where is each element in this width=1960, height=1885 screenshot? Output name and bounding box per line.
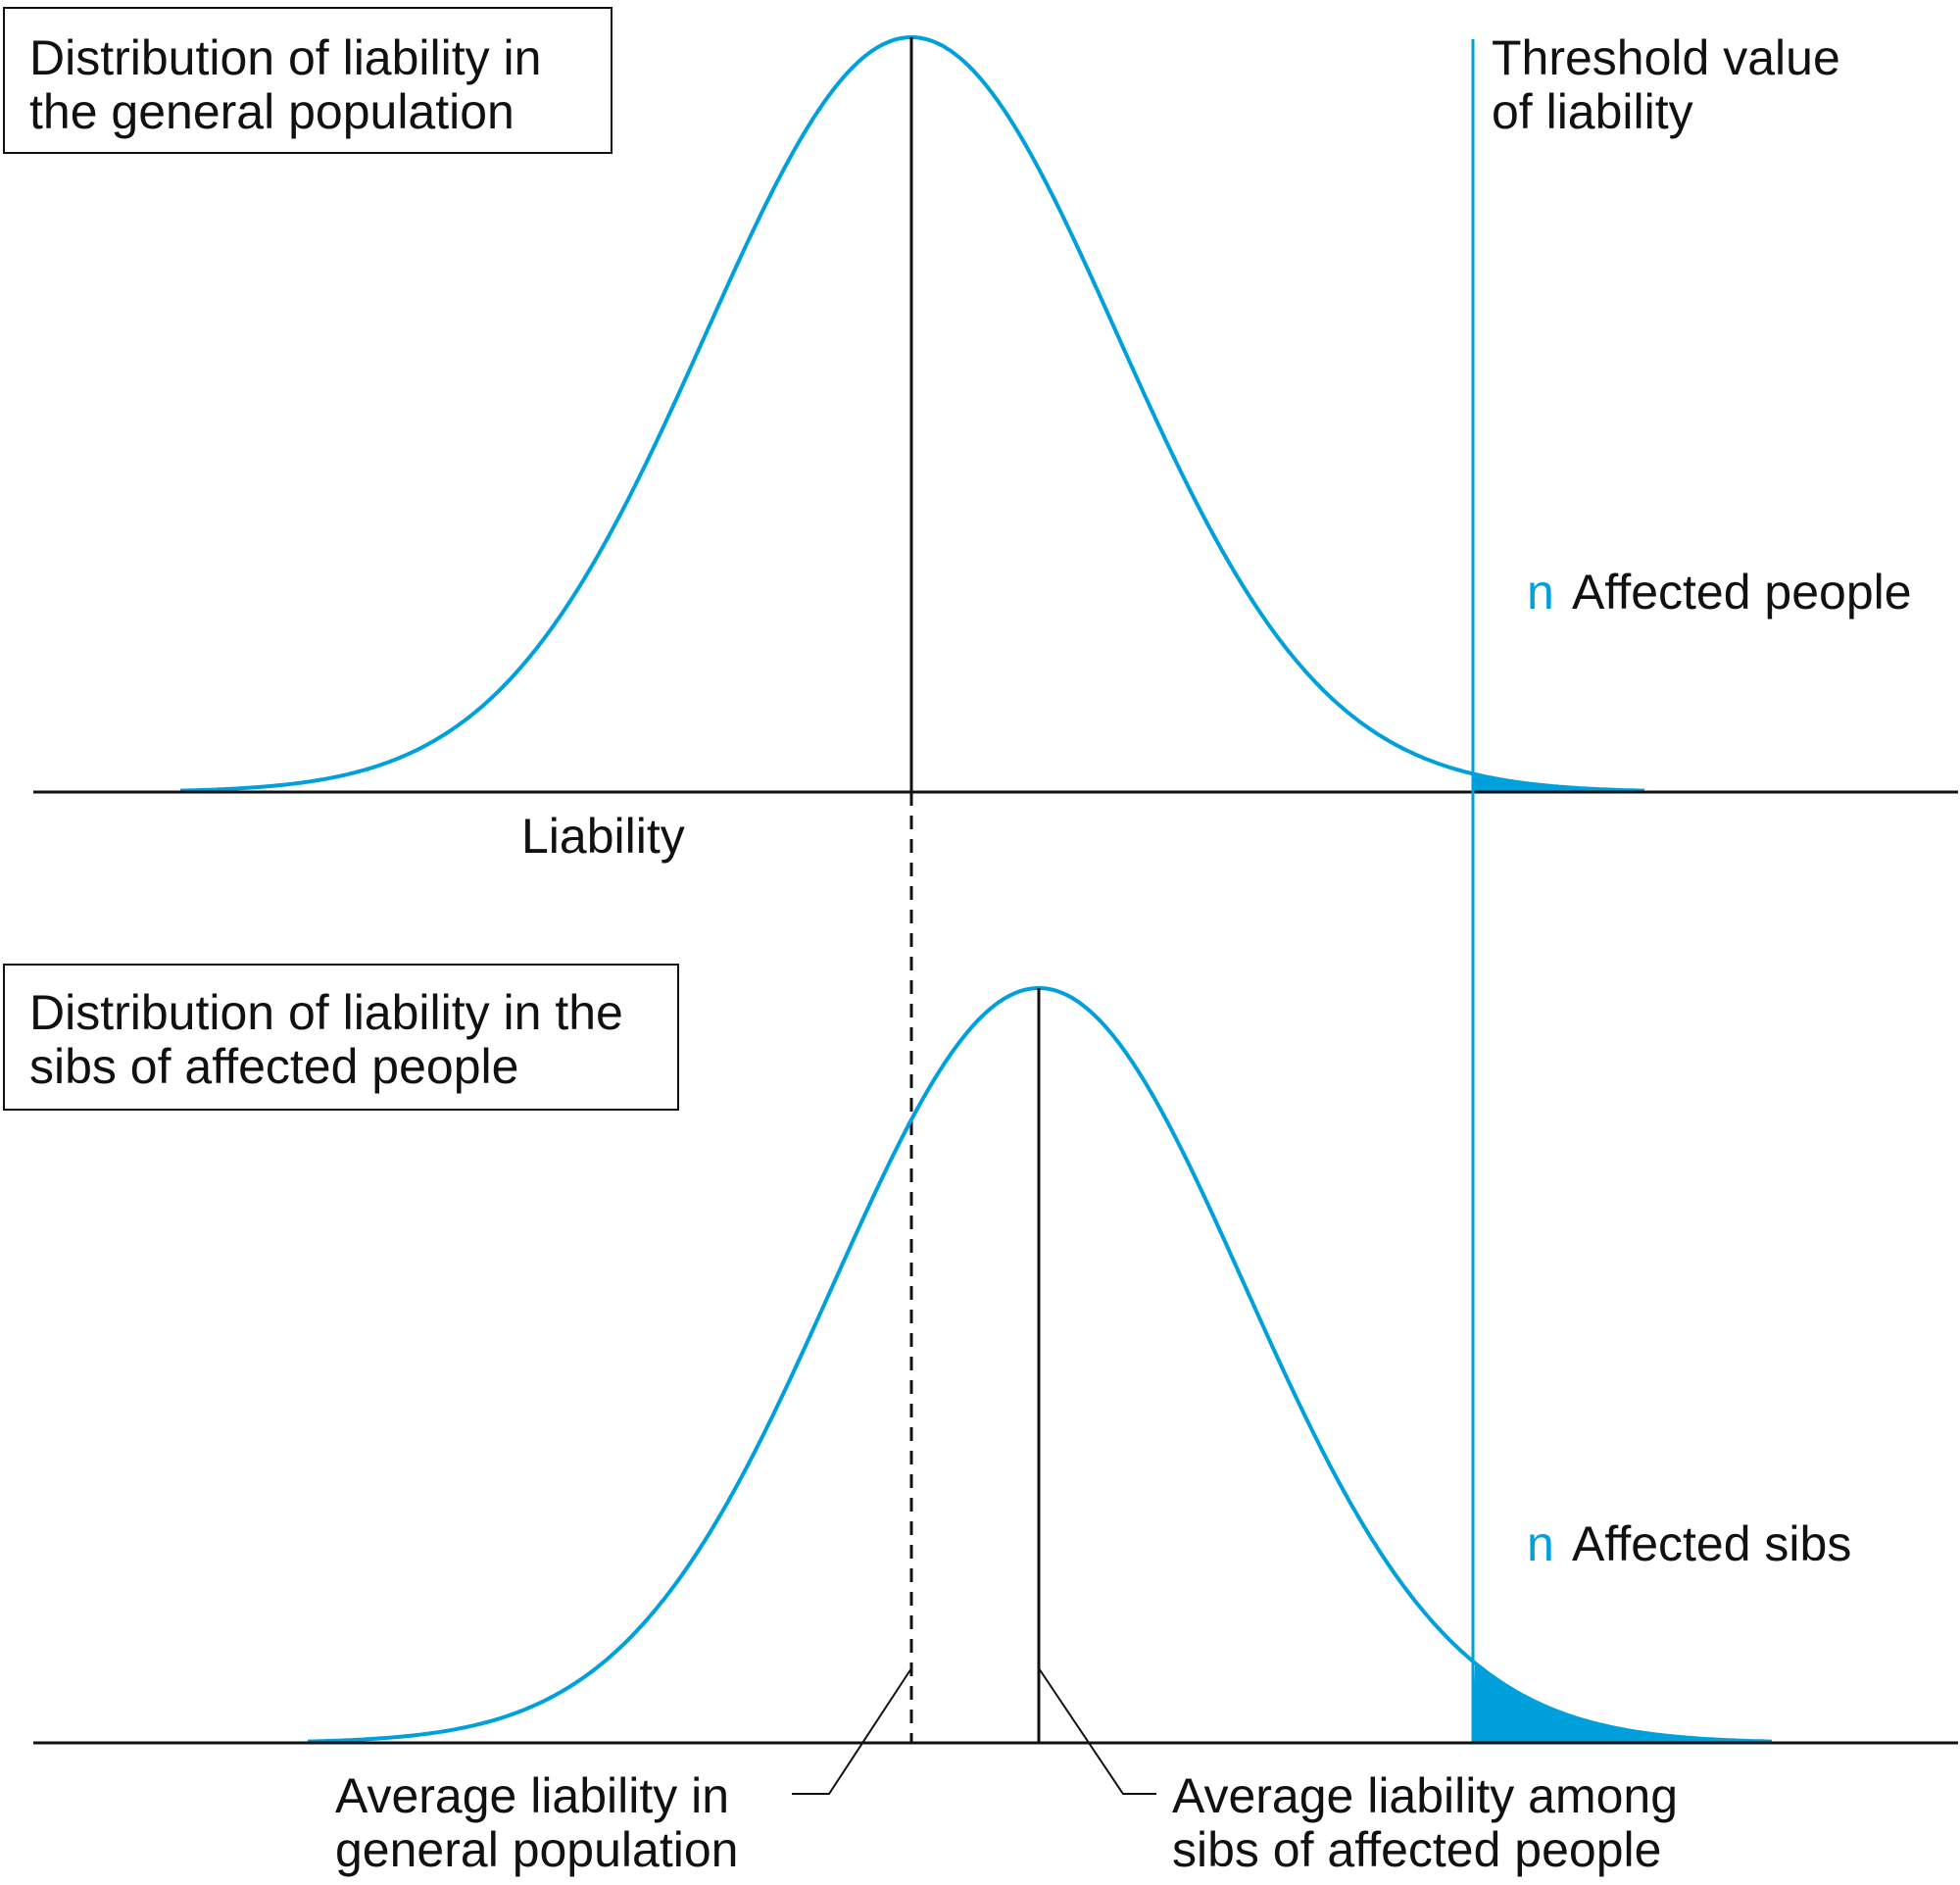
general-avg-label-line2: general population (335, 1822, 738, 1877)
general-avg-label-line1: Average liability in (335, 1768, 729, 1823)
sibs-avg-label-line1: Average liability among (1172, 1768, 1678, 1823)
top-affected-marker: n (1527, 565, 1554, 620)
bottom-affected-label: Affected sibs (1572, 1516, 1851, 1571)
top-title-box (3, 7, 612, 154)
general-avg-leader-line (792, 1667, 912, 1795)
top-axis-label: Liability (521, 809, 685, 864)
bottom-affected-marker: n (1527, 1516, 1554, 1571)
bottom-affected-area (1473, 1662, 1772, 1743)
top-title-line2: the general population (29, 84, 514, 139)
top-affected-label: Affected people (1572, 565, 1912, 620)
bottom-title-box (3, 964, 679, 1111)
top-affected-area (1473, 773, 1644, 792)
bottom-title-line2: sibs of affected people (29, 1039, 518, 1094)
threshold-label-line1: Threshold value (1492, 30, 1840, 85)
sibs-avg-leader-line (1038, 1667, 1156, 1795)
bottom-title-line1: Distribution of liability in the (29, 985, 623, 1040)
sibs-avg-label-line2: sibs of affected people (1172, 1822, 1661, 1877)
top-title-line1: Distribution of liability in (29, 30, 541, 85)
threshold-label-line2: of liability (1492, 84, 1693, 139)
